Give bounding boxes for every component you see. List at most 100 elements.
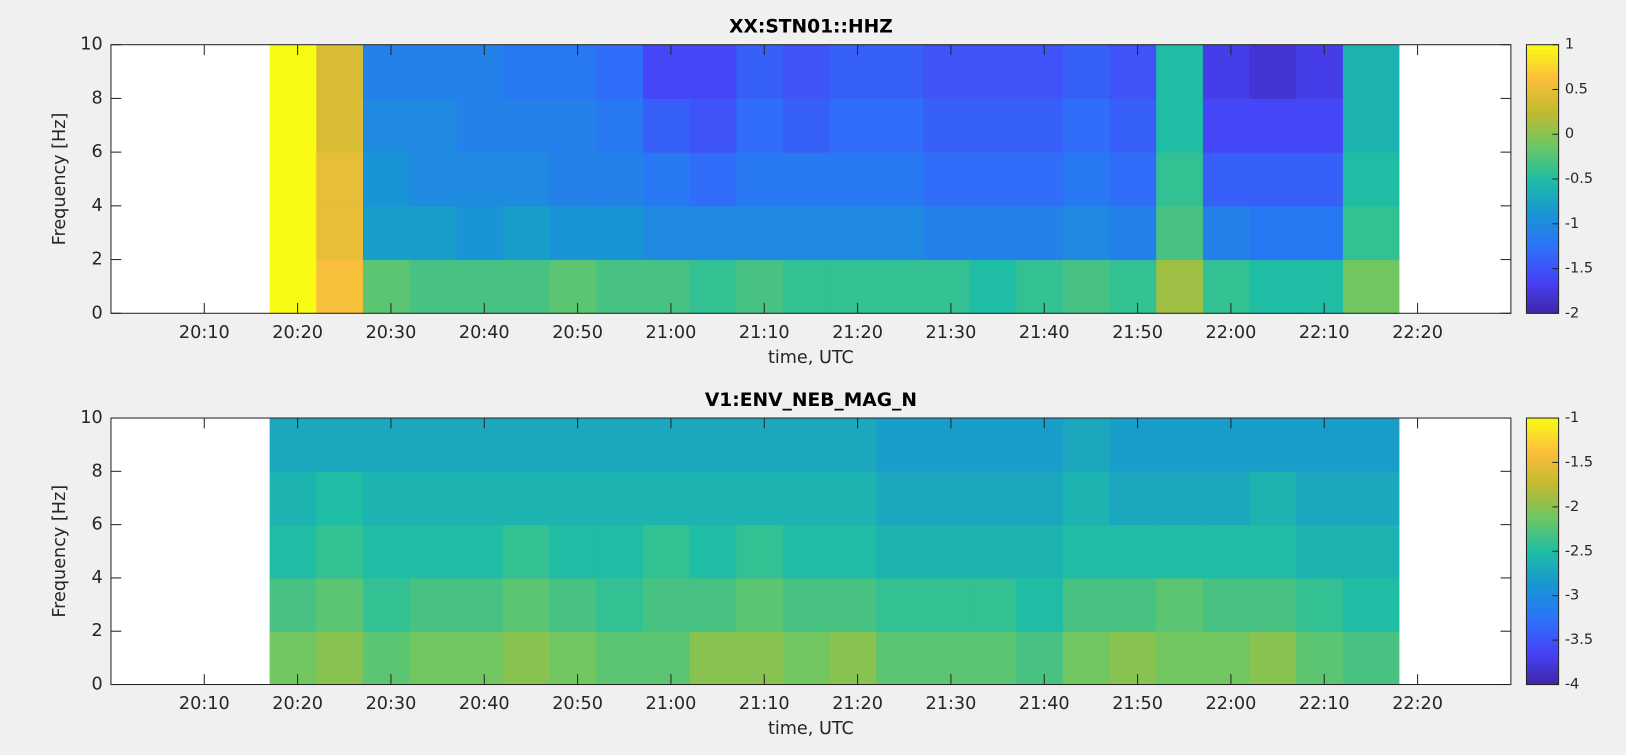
heatmap-cell: [1156, 205, 1204, 261]
heatmap-cell: [689, 631, 737, 686]
colorbar-segment: [1526, 152, 1559, 158]
heatmap-cell: [409, 152, 457, 207]
heatmap-cell: [1342, 259, 1400, 314]
heatmap-cell: [1109, 44, 1157, 99]
heatmap-cell: [549, 259, 597, 314]
heatmap-cell: [596, 471, 644, 526]
heatmap-cell: [876, 418, 924, 472]
colorbar-tick-label: -1.5: [1565, 261, 1593, 277]
heatmap-cell: [876, 631, 924, 686]
heatmap-cell: [922, 418, 971, 472]
heatmap-cell: [1062, 471, 1111, 526]
heatmap-cell: [456, 577, 504, 632]
heatmap-cell: [409, 524, 457, 579]
x-tick-label: 21:20: [832, 323, 883, 343]
colorbar-segment: [1526, 457, 1559, 463]
x-tick-label: 22:20: [1392, 694, 1443, 714]
heatmap-cell: [689, 152, 737, 207]
y-tick-label: 4: [91, 568, 102, 588]
colorbar-segment: [1526, 174, 1559, 180]
heatmap-cell: [409, 259, 457, 314]
heatmap-cell: [782, 205, 831, 261]
colorbar-segment: [1526, 183, 1559, 189]
x-tick-label: 20:10: [179, 323, 230, 343]
colorbar-segment: [1526, 214, 1559, 220]
heatmap-cell: [969, 631, 1017, 686]
colorbar-segment: [1526, 484, 1559, 490]
heatmap-cell: [1016, 418, 1064, 472]
colorbar-segment: [1526, 102, 1559, 108]
x-tick-label: 20:30: [366, 323, 417, 343]
axes-frame: [110, 44, 1512, 314]
colorbar-segment: [1526, 49, 1559, 55]
colorbar-segment: [1526, 250, 1559, 256]
colorbar-segment: [1526, 426, 1559, 432]
colorbar-segment: [1526, 529, 1559, 535]
heatmap-cell: [1296, 205, 1344, 261]
heatmap-cell: [456, 44, 504, 99]
x-tick-label: 21:20: [832, 694, 883, 714]
colorbar-segment: [1526, 308, 1559, 314]
heatmap-cell: [876, 524, 924, 579]
heatmap-cell: [829, 98, 877, 153]
heatmap-cell: [456, 259, 504, 314]
heatmap-cell: [502, 259, 551, 314]
colorbar-segment: [1526, 299, 1559, 305]
colorbar-segment: [1526, 125, 1559, 131]
heatmap-cell: [316, 44, 364, 99]
heatmap-cell: [1156, 471, 1204, 526]
colorbar-segment: [1526, 223, 1559, 229]
heatmap-cell: [1109, 152, 1157, 207]
heatmap-cell: [1342, 577, 1400, 632]
colorbar-segment: [1526, 680, 1559, 686]
heatmap-cell: [1296, 44, 1344, 99]
heatmap-cell: [782, 631, 831, 686]
colorbar-segment: [1526, 564, 1559, 570]
colorbar-segment: [1526, 515, 1559, 521]
heatmap-cell: [689, 577, 737, 632]
colorbar-segment: [1526, 255, 1559, 261]
colorbar-segment: [1526, 71, 1559, 77]
heatmap-cell: [689, 205, 737, 261]
colorbar-segment: [1526, 609, 1559, 614]
heatmap-cell: [1156, 524, 1204, 579]
heatmap-cell: [782, 44, 831, 99]
heatmap-cell: [596, 44, 644, 99]
chart-title: XX:STN01::HHZ: [729, 17, 893, 38]
heatmap-cell: [736, 524, 784, 579]
colorbar-segment: [1526, 84, 1559, 90]
heatmap-cell: [1202, 205, 1251, 261]
colorbar-segment: [1526, 489, 1559, 495]
heatmap-cell: [1249, 205, 1297, 261]
heatmap-cell: [316, 98, 364, 153]
heatmap-cell: [642, 471, 691, 526]
x-tick-label: 20:40: [459, 694, 510, 714]
heatmap-cell: [876, 98, 924, 153]
heatmap-cell: [502, 98, 551, 153]
colorbar-segment: [1526, 560, 1559, 566]
x-tick-label: 20:50: [552, 323, 603, 343]
heatmap-cell: [316, 631, 364, 686]
heatmap-cell: [362, 524, 411, 579]
heatmap-cell: [362, 44, 411, 99]
heatmap-cell: [1156, 418, 1204, 472]
heatmap-cell: [969, 205, 1017, 261]
heatmap-cell: [876, 577, 924, 632]
heatmap-cell: [269, 631, 317, 686]
colorbar-segment: [1526, 449, 1559, 455]
heatmap-cell: [969, 471, 1017, 526]
y-tick-label: 4: [91, 196, 102, 216]
colorbar-segment: [1526, 466, 1559, 472]
heatmap-cell: [362, 471, 411, 526]
heatmap-cell: [409, 631, 457, 686]
heatmap-cell: [1249, 418, 1297, 472]
colorbar-segment: [1526, 281, 1559, 287]
colorbar-segment: [1526, 586, 1559, 592]
colorbar-segment: [1526, 435, 1559, 441]
heatmap-cell: [1342, 44, 1400, 99]
heatmap-cell: [829, 631, 877, 686]
heatmap-cell: [1016, 471, 1064, 526]
heatmap-cell: [549, 98, 597, 153]
y-tick-label: 6: [91, 142, 102, 162]
heatmap-cell: [1156, 152, 1204, 207]
